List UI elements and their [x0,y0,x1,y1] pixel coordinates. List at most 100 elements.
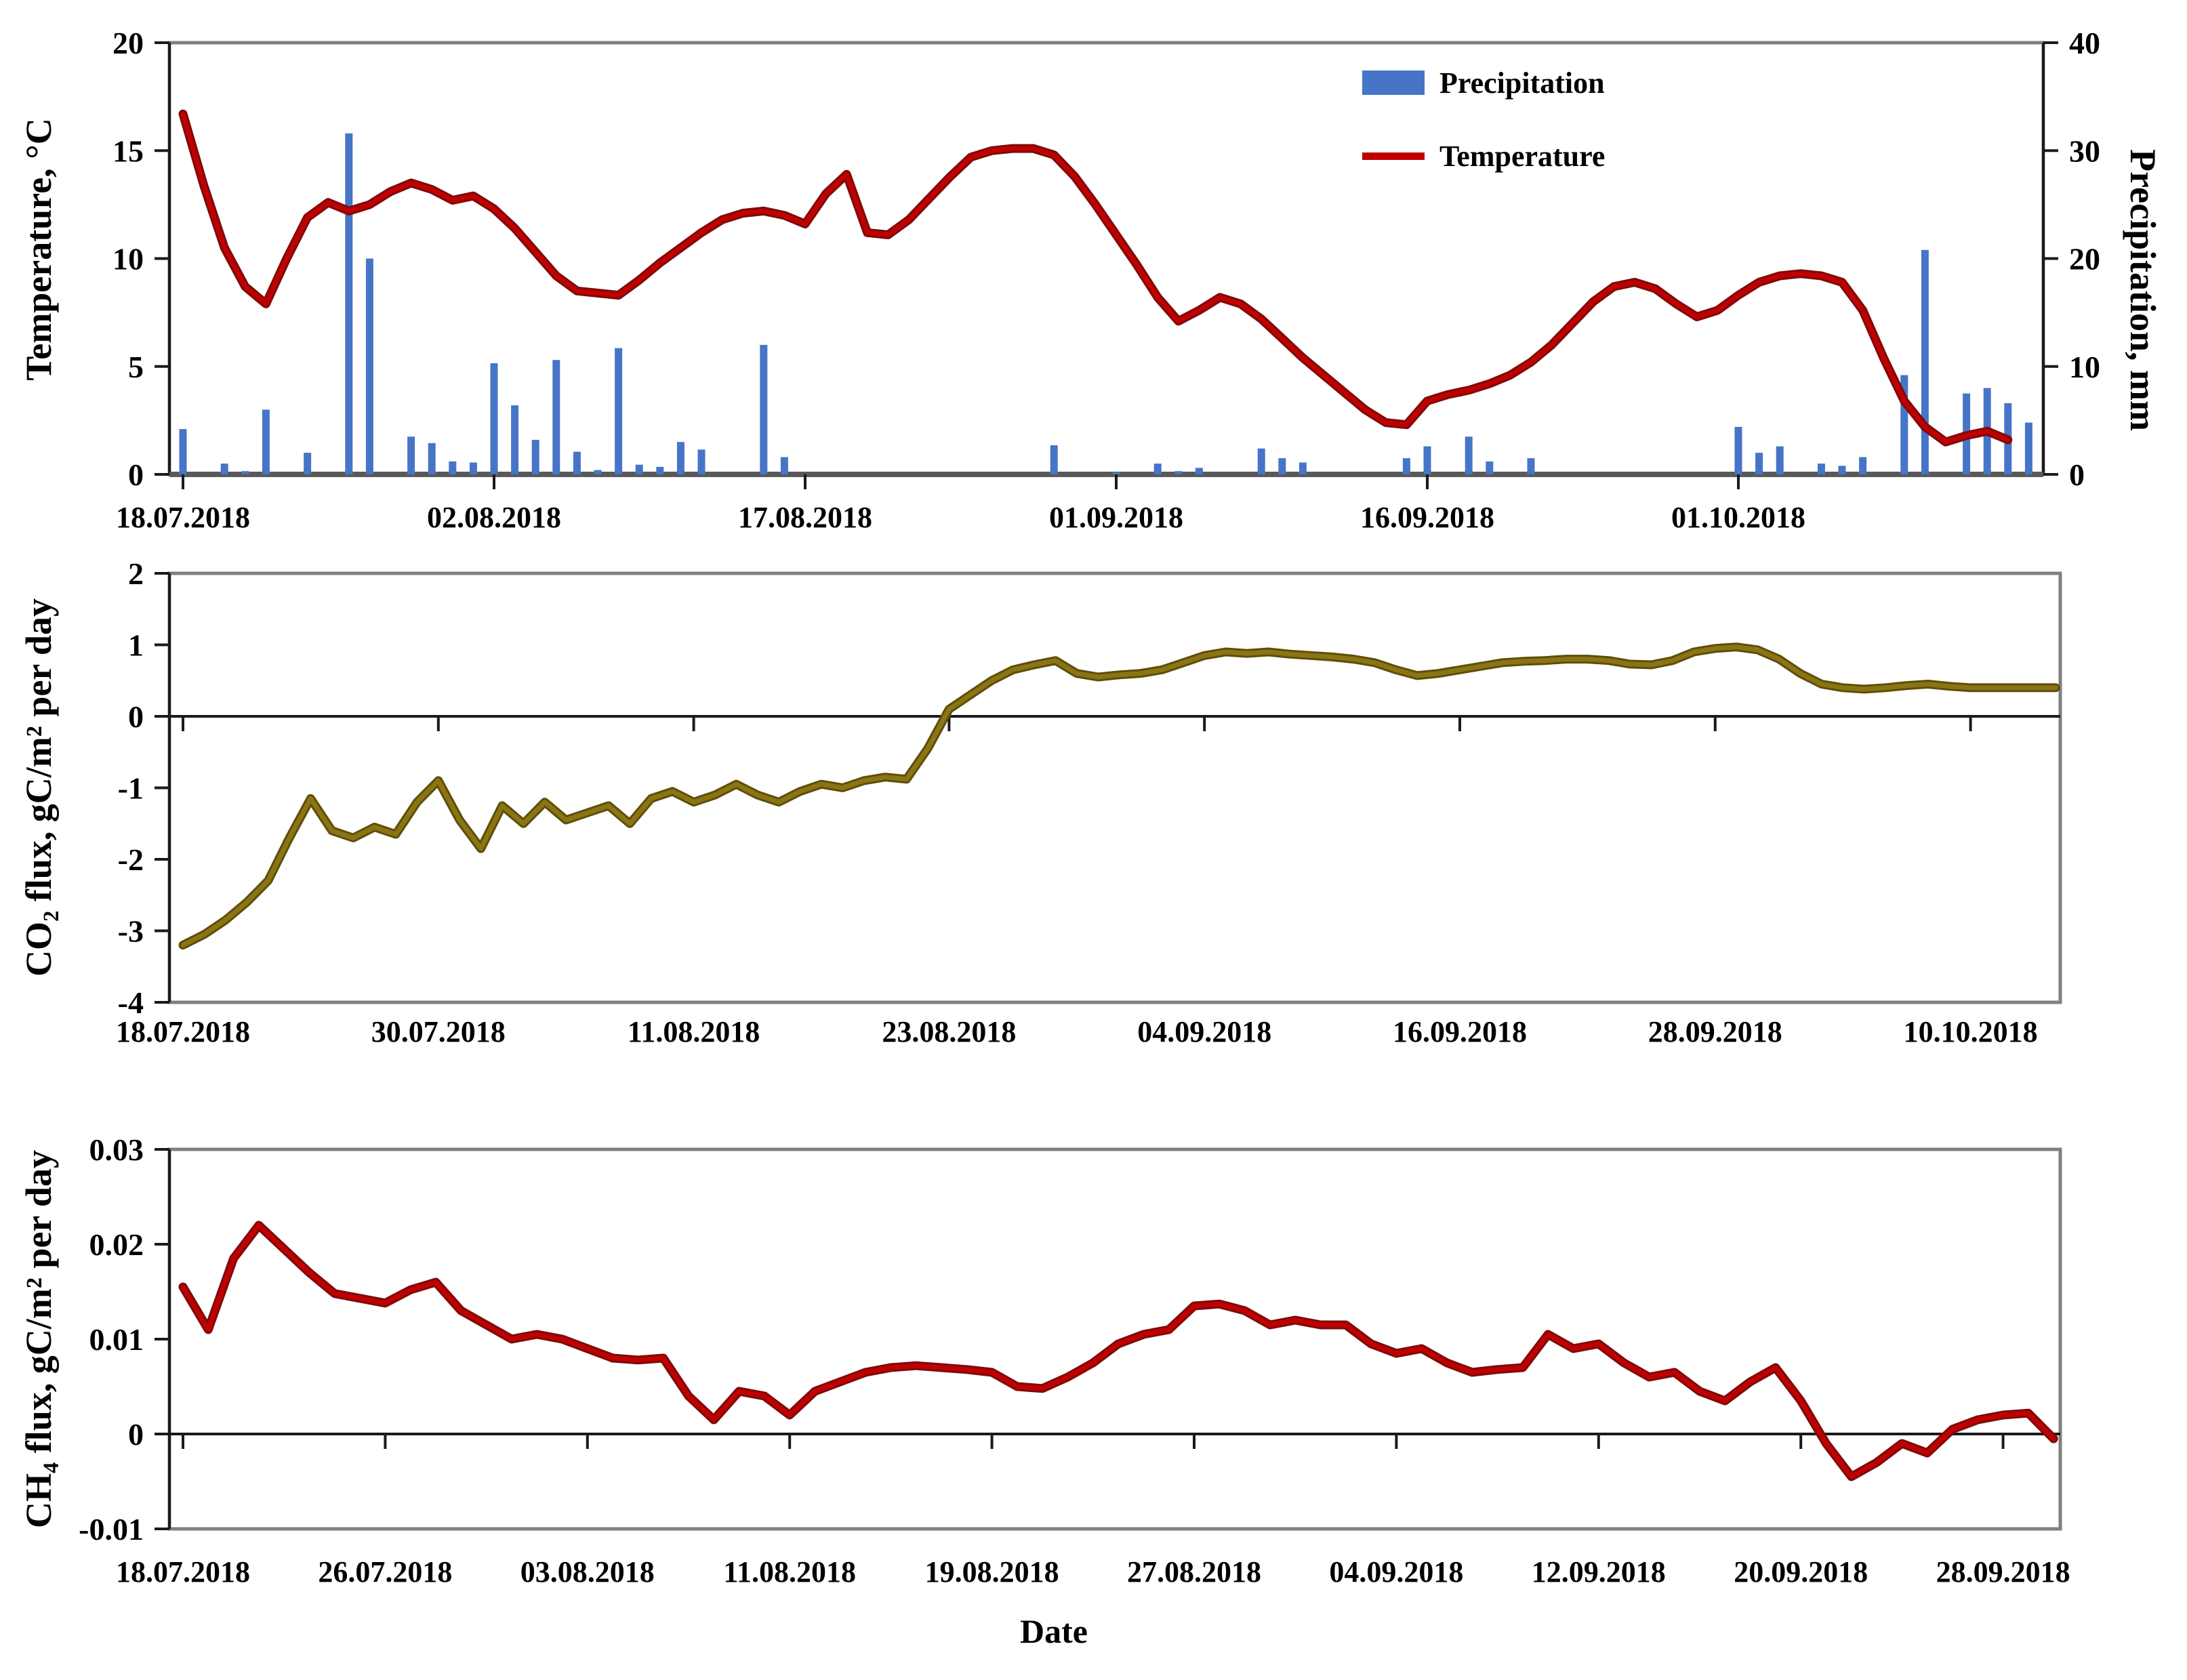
x-axis-tick-label: 17.08.2018 [738,501,872,534]
y-axis-title-ch4-flux: CH₄ flux, gC/m² per day [18,1150,59,1528]
x-axis-tick-label: 26.07.2018 [318,1555,452,1589]
precipitation-bar [1755,453,1763,474]
precipitation-bar [241,471,249,474]
precipitation-bar [1527,458,1535,474]
precipitation-bar [697,449,706,474]
precipitation-bar [1921,249,1929,474]
precipitation-bar [1776,446,1784,474]
left-axis-tick-label: -1 [118,771,144,806]
precipitation-bar [552,360,560,474]
left-axis-tick-label: -0.01 [79,1512,144,1546]
temperature-precipitation-chart: 0 5 10 15 20 0 10 20 30 40 18.07.2018 02.08.2018 17.… [113,26,2100,534]
precipitation-bar [1900,375,1908,474]
x-axis-tick-label: 04.09.2018 [1137,1015,1271,1048]
x-axis-tick-label: 20.09.2018 [1734,1555,1868,1589]
co2-flux-line-edge [178,642,2060,950]
left-axis-tick-label: 2 [128,556,144,591]
precipitation-bar [490,363,498,474]
temperature-line [180,111,2011,445]
precipitation-bar [1174,471,1183,474]
x-axis-tick-label: 11.08.2018 [723,1555,856,1589]
x-axis-tick-label: 12.09.2018 [1532,1555,1666,1589]
legend: Precipitation Temperature [1362,62,1605,209]
x-axis-tick-label: 02.08.2018 [427,501,561,534]
left-axis-tick-label: 0.03 [89,1132,144,1167]
precipitation-bar [1465,436,1473,474]
precipitation-bar [656,466,664,474]
right-axis-tick-label: 10 [2069,350,2100,384]
precipitation-bar [365,258,373,474]
right-axis-tick-label: 20 [2069,242,2100,276]
precipitation-bar [407,436,415,474]
left-axis-tick-label: 10 [113,242,144,276]
precipitation-bar [2024,422,2032,474]
ch4-flux-chart: 0.03 0.02 0.01 0 -0.01 18.07.2018 26.07.2018 03… [79,1132,2070,1589]
x-axis-tick-label: 01.10.2018 [1671,501,1805,534]
left-axis-tick-label: 0 [128,699,144,734]
precipitation-bar [676,442,684,474]
temperature-swatch-icon [1362,152,1425,160]
plot-frame [167,41,2045,476]
left-axis-tick-label: -3 [118,914,144,949]
left-axis-tick-label: 15 [113,134,144,168]
x-axis-tick-label: 28.09.2018 [1648,1015,1782,1048]
plot-frame [167,571,2062,1004]
x-axis-tick-label: 18.07.2018 [116,1015,250,1048]
left-axis-tick-label: 0 [128,457,144,492]
precipitation-legend-label: Precipitation [1439,66,1605,100]
x-axis-tick-label: 28.09.2018 [1936,1555,2070,1589]
left-axis-title-temperature: Temperature, °C [18,118,59,381]
co2-flux-chart: 2 1 0 -1 -2 -3 -418.07.2018 30.07.2018 11.08.201… [116,556,2062,1048]
left-axis-tick-label: -2 [118,842,144,877]
precipitation-bar [469,462,477,474]
precipitation-bar [179,429,187,474]
legend-row-temperature: Temperature [1362,136,1605,176]
ch4-flux-line-edge [178,1221,2058,1481]
precipitation-bar [780,457,788,474]
x-axis-tick-label: 11.08.2018 [628,1015,760,1048]
precipitation-bars [179,133,2032,475]
right-axis-tick-label: 0 [2069,457,2085,492]
x-axis-tick-label: 01.09.2018 [1049,501,1183,534]
precipitation-bar [220,464,228,474]
left-axis-tick-label: 5 [128,350,144,384]
x-axis-tick-label: 18.07.2018 [116,1555,250,1589]
precipitation-bar [511,405,519,474]
precipitation-bar [1278,458,1286,474]
precipitation-bar [1195,468,1203,474]
co2-flux-line [180,644,2058,948]
left-axis-tick-label: 20 [113,26,144,60]
y-axis-title-co2-flux: CO₂ flux, gC/m² per day [18,598,59,977]
precipitation-bar [1257,448,1265,474]
temperature-line-edge [178,109,2013,447]
left-axis-tick-label: 0.02 [89,1227,144,1262]
left-axis-tick-label: -4 [118,985,144,1020]
precipitation-bar [304,453,312,474]
precipitation-bar [1859,457,1867,474]
precipitation-bar [1299,462,1307,474]
precipitation-bar [428,443,436,474]
x-axis-title-date: Date [1020,1612,1088,1650]
precipitation-bar [573,451,581,474]
ch4-flux-line [180,1223,2056,1479]
precipitation-bar [1153,464,1162,474]
precipitation-bar [1112,472,1120,474]
precipitation-bar [760,344,768,474]
x-axis-tick-label: 16.09.2018 [1360,501,1494,534]
precipitation-swatch-icon [1362,70,1425,95]
precipitation-bar [615,348,623,474]
left-axis-tick-label: 1 [128,628,144,663]
right-axis-title-precipitation: Precipitation, mm [2123,149,2163,431]
x-axis-tick-label: 23.08.2018 [882,1015,1016,1048]
precipitation-bar [1838,466,1846,474]
precipitation-bar [635,464,643,474]
legend-row-precipitation: Precipitation [1362,62,1605,103]
precipitation-bar [1423,446,1431,474]
right-axis-tick-label: 30 [2069,134,2100,168]
plot-frame [167,1147,2062,1531]
precipitation-bar [1486,461,1494,474]
precipitation-bar [449,461,457,474]
x-axis-tick-label: 10.10.2018 [1904,1015,2038,1048]
x-axis-tick-label: 19.08.2018 [925,1555,1059,1589]
